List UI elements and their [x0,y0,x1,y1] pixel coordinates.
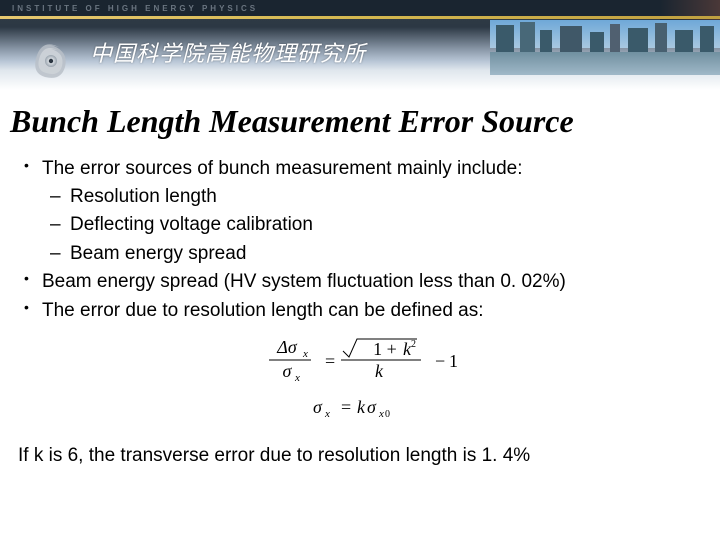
institute-name-zh: 中国科学院高能物理研究所 [90,36,366,68]
formula-block: Δσ x σ x = 1 + k 2 k − 1 σ x = k σ x 0 [0,325,720,441]
svg-text:x: x [294,372,300,384]
sub-bullet-resolution: Resolution length [70,183,700,211]
svg-text:x: x [324,408,330,420]
slide-title: Bunch Length Measurement Error Source [0,90,720,149]
svg-text:1 +: 1 + [373,339,397,359]
svg-text:σ: σ [367,397,377,417]
closing-statement: If k is 6, the transverse error due to r… [0,441,720,467]
bullet-error-sources: The error sources of bunch measurement m… [42,155,700,267]
bullet-hv-fluctuation: Beam energy spread (HV system fluctuatio… [42,268,700,296]
institute-name-en: INSTITUTE OF HIGH ENERGY PHYSICS [12,4,258,13]
institute-banner: INSTITUTE OF HIGH ENERGY PHYSICS 中国科学院高能… [0,0,720,90]
sub-bullet-energy-spread: Beam energy spread [70,240,700,268]
svg-text:=: = [325,351,335,371]
gold-accent-bar [0,16,720,19]
svg-text:=: = [341,397,351,417]
svg-text:k: k [357,397,366,417]
svg-text:0: 0 [385,409,390,420]
bullet-error-defined: The error due to resolution length can b… [42,297,700,325]
svg-text:σ: σ [313,397,323,417]
svg-text:−: − [435,351,445,371]
svg-text:σ: σ [283,361,293,381]
svg-text:1: 1 [449,351,458,371]
sub-bullet-deflecting: Deflecting voltage calibration [70,211,700,239]
svg-text:k: k [375,361,384,381]
equation-svg: Δσ x σ x = 1 + k 2 k − 1 σ x = k σ x 0 [245,335,475,427]
svg-text:x: x [302,348,308,360]
svg-text:Δσ: Δσ [276,337,298,357]
skyline-photo [490,20,720,75]
swirl-logo-icon [30,40,72,82]
svg-text:2: 2 [411,339,416,350]
slide-body: The error sources of bunch measurement m… [0,149,720,324]
bullet-text: The error sources of bunch measurement m… [42,158,523,179]
svg-text:x: x [378,408,384,420]
